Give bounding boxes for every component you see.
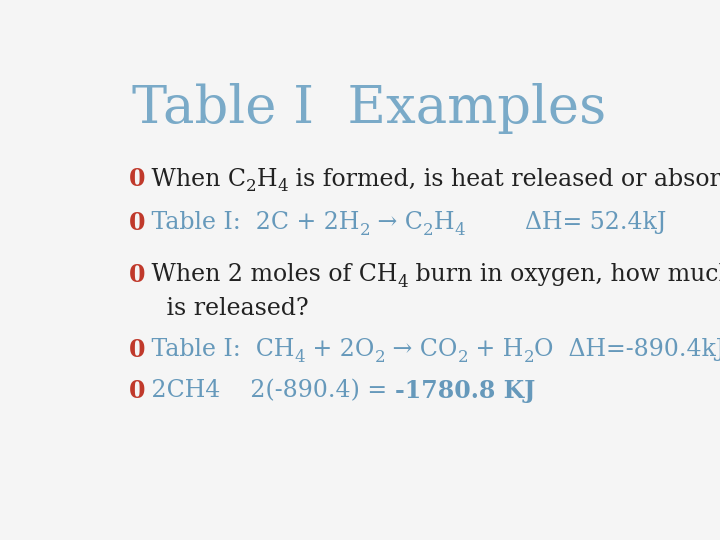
Text: → C: → C (370, 211, 423, 234)
Text: 0: 0 (129, 167, 145, 191)
Text: + 2O: + 2O (305, 338, 374, 361)
Text: ΔH= 52.4kJ: ΔH= 52.4kJ (464, 211, 666, 234)
Text: -1780.8 KJ: -1780.8 KJ (395, 379, 535, 403)
Text: 2: 2 (457, 349, 468, 366)
Text: When C: When C (144, 167, 246, 191)
Text: 2: 2 (523, 349, 534, 366)
Text: Table I  Examples: Table I Examples (132, 83, 606, 134)
Text: 2: 2 (374, 349, 385, 366)
Text: Table I:  CH: Table I: CH (144, 338, 294, 361)
Text: 4: 4 (294, 349, 305, 366)
Text: Table I:  2C + 2H: Table I: 2C + 2H (144, 211, 359, 234)
Text: 2: 2 (359, 222, 370, 239)
Text: burn in oxygen, how much heat: burn in oxygen, how much heat (408, 264, 720, 286)
Text: 0: 0 (129, 338, 145, 362)
Text: 0: 0 (129, 211, 145, 235)
Text: H: H (433, 211, 454, 234)
Text: 4: 4 (454, 222, 464, 239)
Text: is formed, is heat released or absorbed?: is formed, is heat released or absorbed? (288, 167, 720, 191)
Text: 4: 4 (277, 178, 288, 195)
Text: 4: 4 (397, 274, 408, 291)
Text: is released?: is released? (144, 296, 309, 320)
Text: 0: 0 (129, 379, 145, 403)
Text: 0: 0 (129, 263, 145, 287)
Text: When 2 moles of CH: When 2 moles of CH (144, 264, 397, 286)
Text: → CO: → CO (385, 338, 457, 361)
Text: O  ΔH=-890.4kJ: O ΔH=-890.4kJ (534, 338, 720, 361)
Text: 2: 2 (423, 222, 433, 239)
Text: H: H (257, 167, 277, 191)
Text: 2: 2 (246, 178, 257, 195)
Text: + H: + H (468, 338, 523, 361)
Text: 2CH4    2(-890.4) =: 2CH4 2(-890.4) = (144, 380, 395, 403)
